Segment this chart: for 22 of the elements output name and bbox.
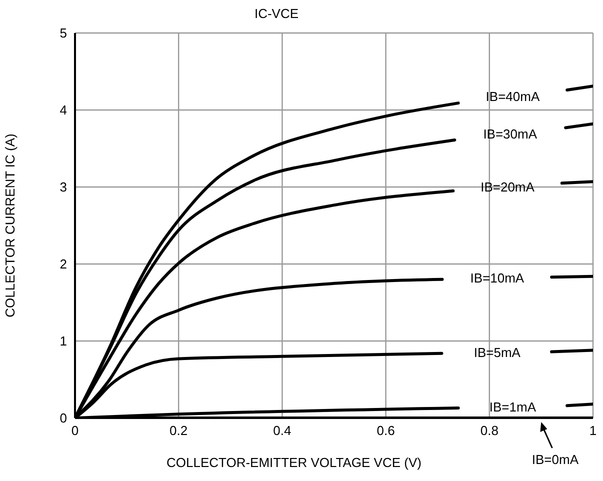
- y-tick-label: 4: [60, 102, 67, 118]
- text: IB=5mA: [474, 345, 521, 360]
- annotation: IB=0mA: [532, 452, 579, 467]
- x-tick-label: 0.2: [170, 423, 188, 438]
- y-axis-title: COLLECTOR CURRENT IC (A): [2, 134, 18, 318]
- y-tick-label: 5: [60, 26, 67, 41]
- x-tick-label: 0.8: [480, 423, 498, 438]
- y-tick-label: 1: [60, 334, 67, 349]
- y-tick-label: 3: [60, 180, 67, 195]
- y-tick-label: 2: [60, 256, 67, 272]
- x-tick-label: 0.6: [376, 423, 395, 438]
- text: IB=1mA: [489, 399, 536, 414]
- x-axis-title: COLLECTOR-EMITTER VOLTAGE VCE (V): [166, 455, 422, 470]
- text: IB=30mA: [483, 126, 538, 142]
- chart-title: IC-VCE: [253, 6, 300, 21]
- text: IB=10mA: [470, 270, 524, 286]
- text: IB=20mA: [480, 180, 535, 194]
- y-tick-label: 0: [60, 410, 67, 426]
- x-tick-label: 0.4: [273, 423, 292, 438]
- x-tick-label: 1: [589, 423, 597, 438]
- x-tick-label: 0: [71, 423, 79, 438]
- text: IB=40mA: [486, 89, 540, 104]
